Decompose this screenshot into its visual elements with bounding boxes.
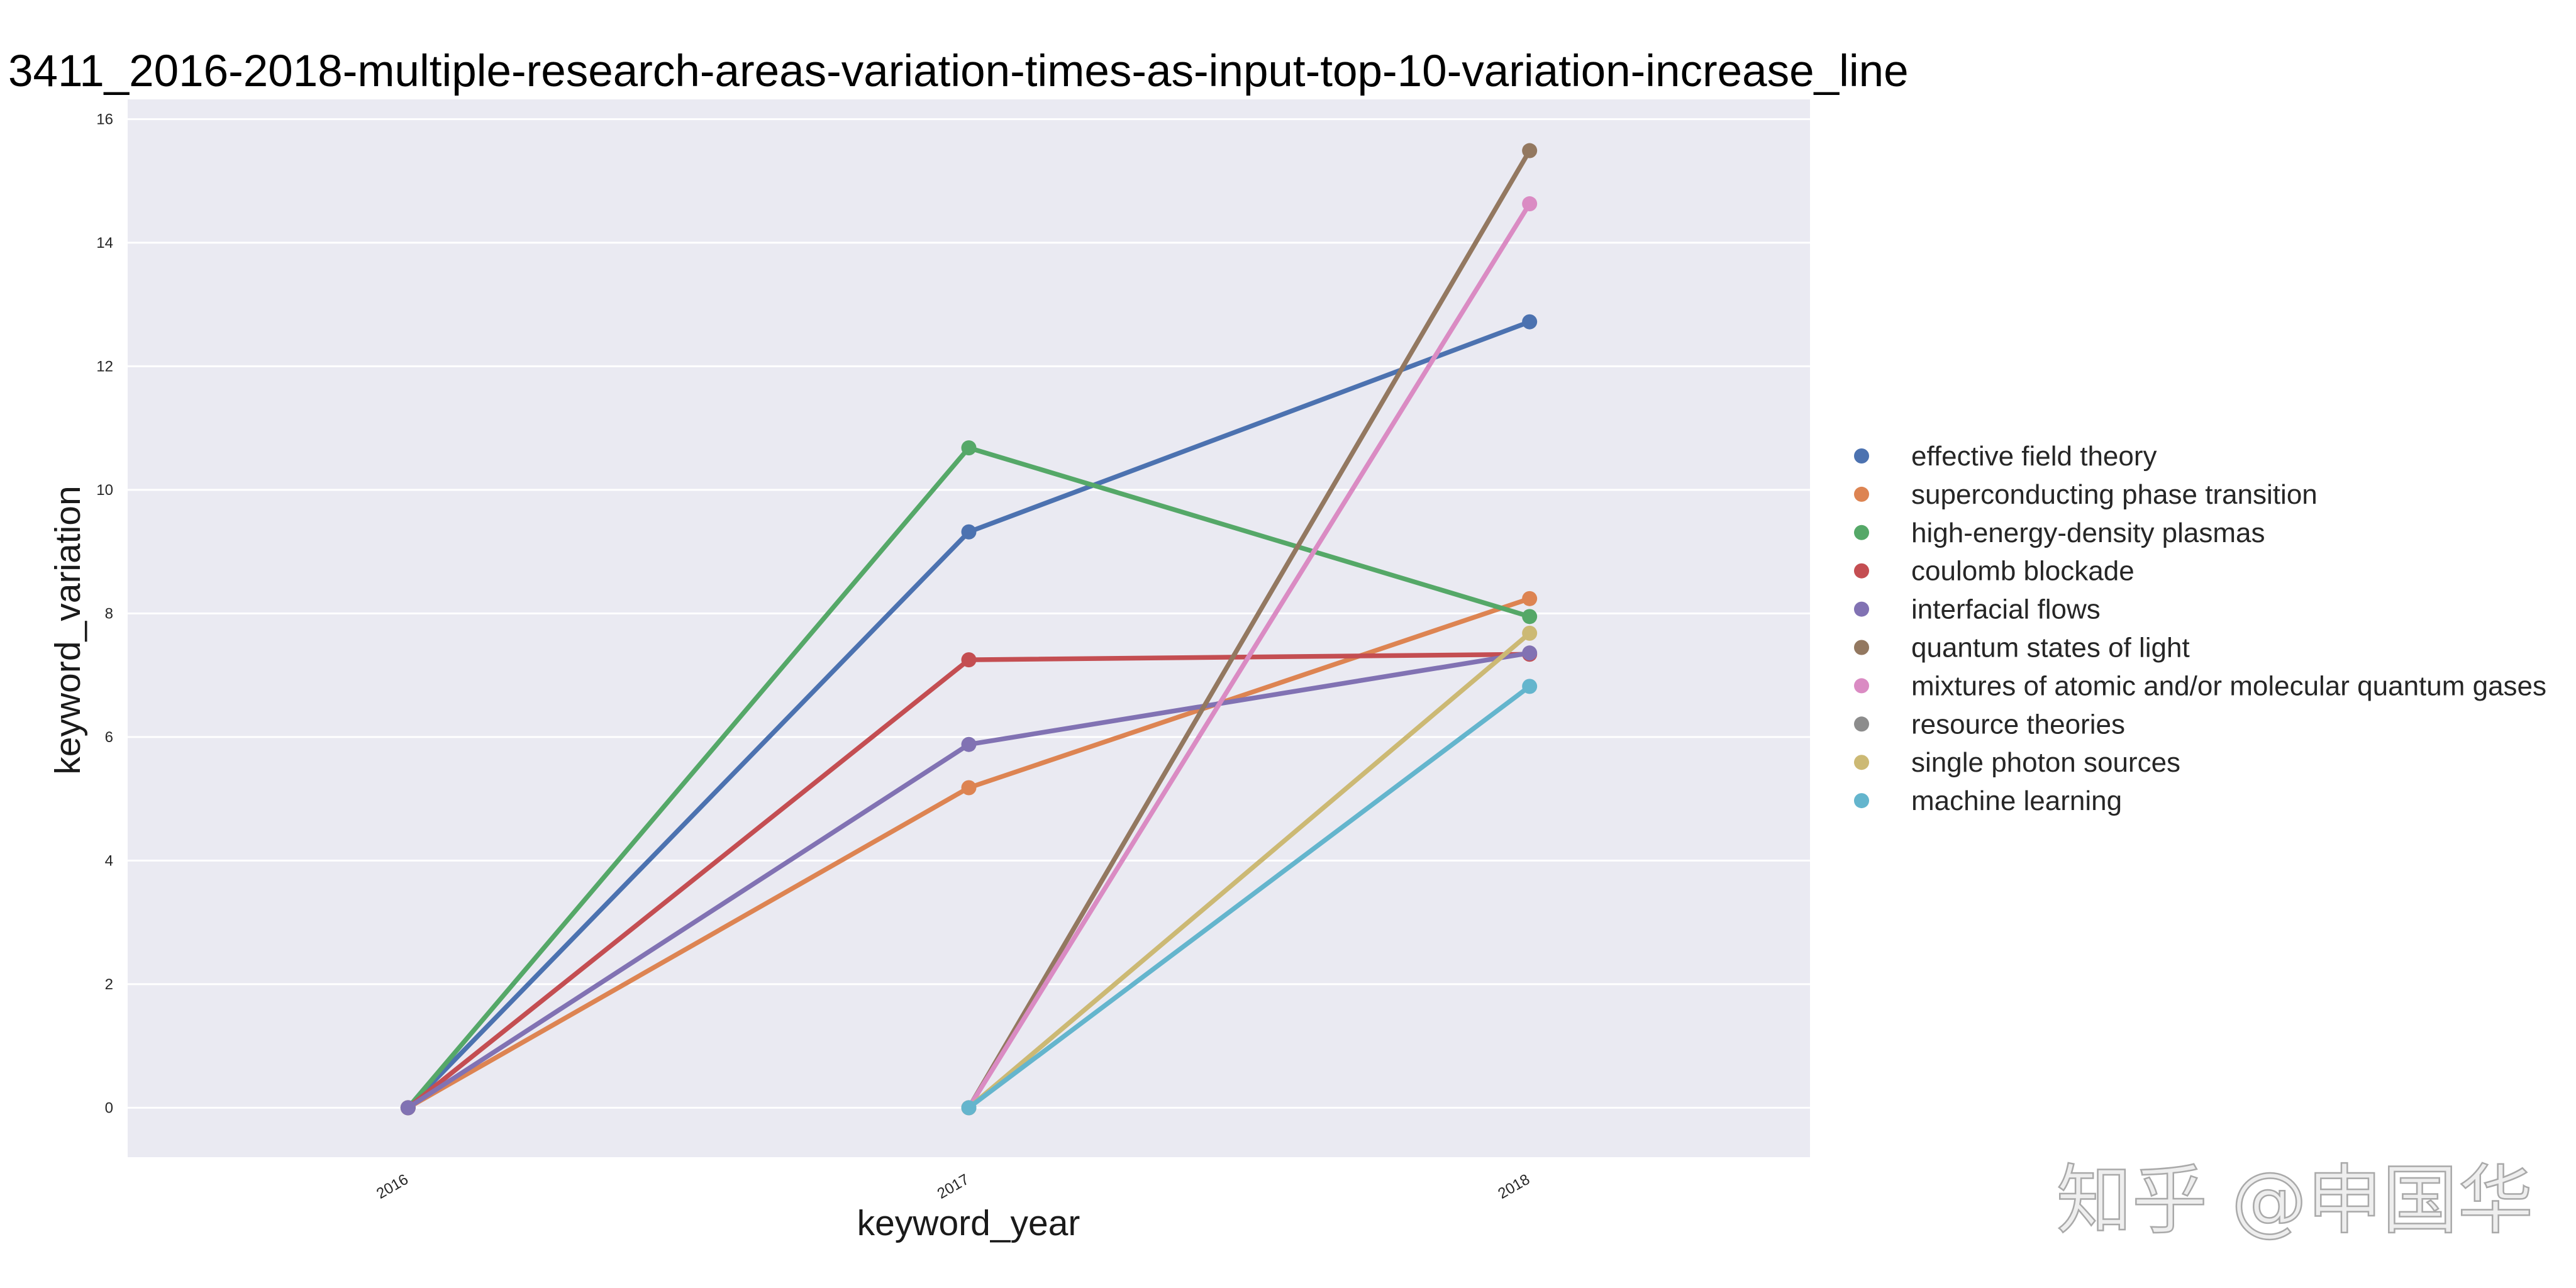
y-tick-label: 2 (105, 976, 113, 993)
legend-label: machine learning (1911, 786, 2122, 816)
data-point (1522, 196, 1538, 212)
legend-label: interfacial flows (1911, 594, 2101, 625)
legend-label: superconducting phase transition (1911, 479, 2318, 510)
legend-marker (1854, 601, 1869, 617)
data-point (961, 652, 977, 668)
legend-label: high-energy-density plasmas (1911, 518, 2265, 548)
series-line (966, 201, 1532, 1111)
legend-marker (1854, 716, 1869, 732)
legend: effective field theory superconducting ph… (1854, 441, 2546, 816)
legend-item: resource theories (1854, 709, 2125, 740)
series-group (400, 143, 1538, 1116)
y-axis-label: keyword_variation (48, 486, 88, 774)
data-point (400, 1100, 416, 1116)
watermark: 知乎 @申国华 (2057, 1157, 2533, 1245)
legend-item: machine learning (1854, 786, 2122, 816)
series-effective-field-theory (400, 314, 1538, 1116)
legend-item: superconducting phase transition (1854, 479, 2318, 510)
data-point (961, 736, 977, 752)
legend-label: coulomb blockade (1911, 556, 2135, 587)
legend-marker (1854, 525, 1869, 540)
legend-marker (1854, 448, 1869, 464)
legend-label: resource theories (1911, 709, 2125, 740)
data-point (961, 440, 977, 456)
legend-item: effective field theory (1854, 441, 2157, 472)
y-tick-label: 14 (96, 235, 113, 252)
legend-marker (1854, 678, 1869, 694)
legend-label: single photon sources (1911, 747, 2180, 778)
data-point (1522, 591, 1538, 606)
legend-marker (1854, 640, 1869, 655)
data-point (1522, 143, 1538, 158)
y-tick-labels: 0 2 4 6 8 10 12 14 16 (96, 111, 113, 1116)
y-tick-label: 16 (96, 111, 113, 128)
legend-marker (1854, 563, 1869, 579)
legend-marker (1854, 793, 1869, 809)
legend-label: quantum states of light (1911, 633, 2190, 663)
legend-item: single photon sources (1854, 747, 2180, 778)
legend-item: coulomb blockade (1854, 556, 2135, 587)
legend-label: mixtures of atomic and/or molecular quan… (1911, 670, 2546, 701)
y-tick-label: 4 (105, 852, 113, 869)
data-point (1522, 625, 1538, 641)
legend-item: mixtures of atomic and/or molecular quan… (1854, 670, 2546, 701)
data-point (1522, 609, 1538, 625)
legend-label: effective field theory (1911, 441, 2157, 472)
data-point (1522, 645, 1538, 661)
x-axis-label: keyword_year (857, 1203, 1080, 1243)
y-tick-label: 0 (105, 1099, 113, 1116)
data-point (1522, 314, 1538, 330)
series-line (966, 631, 1532, 1111)
data-point (961, 1100, 977, 1116)
series-machine-learning (961, 679, 1538, 1116)
series-line (966, 684, 1532, 1111)
legend-item: interfacial flows (1854, 594, 2101, 625)
chart-title: 3411_2016-2018-multiple-research-areas-v… (8, 47, 1909, 96)
legend-item: high-energy-density plasmas (1854, 518, 2265, 548)
legend-item: quantum states of light (1854, 633, 2190, 663)
y-tick-label: 6 (105, 729, 113, 746)
y-tick-label: 10 (96, 482, 113, 499)
series-line (966, 148, 1532, 1111)
data-point (1522, 679, 1538, 694)
data-point (961, 524, 977, 540)
series-interfacial-flows (400, 645, 1538, 1116)
legend-marker (1854, 486, 1869, 502)
data-point (961, 780, 977, 796)
plot-area (128, 99, 1810, 1157)
y-tick-label: 8 (105, 605, 113, 622)
y-tick-label: 12 (96, 358, 113, 375)
legend-marker (1854, 755, 1869, 770)
